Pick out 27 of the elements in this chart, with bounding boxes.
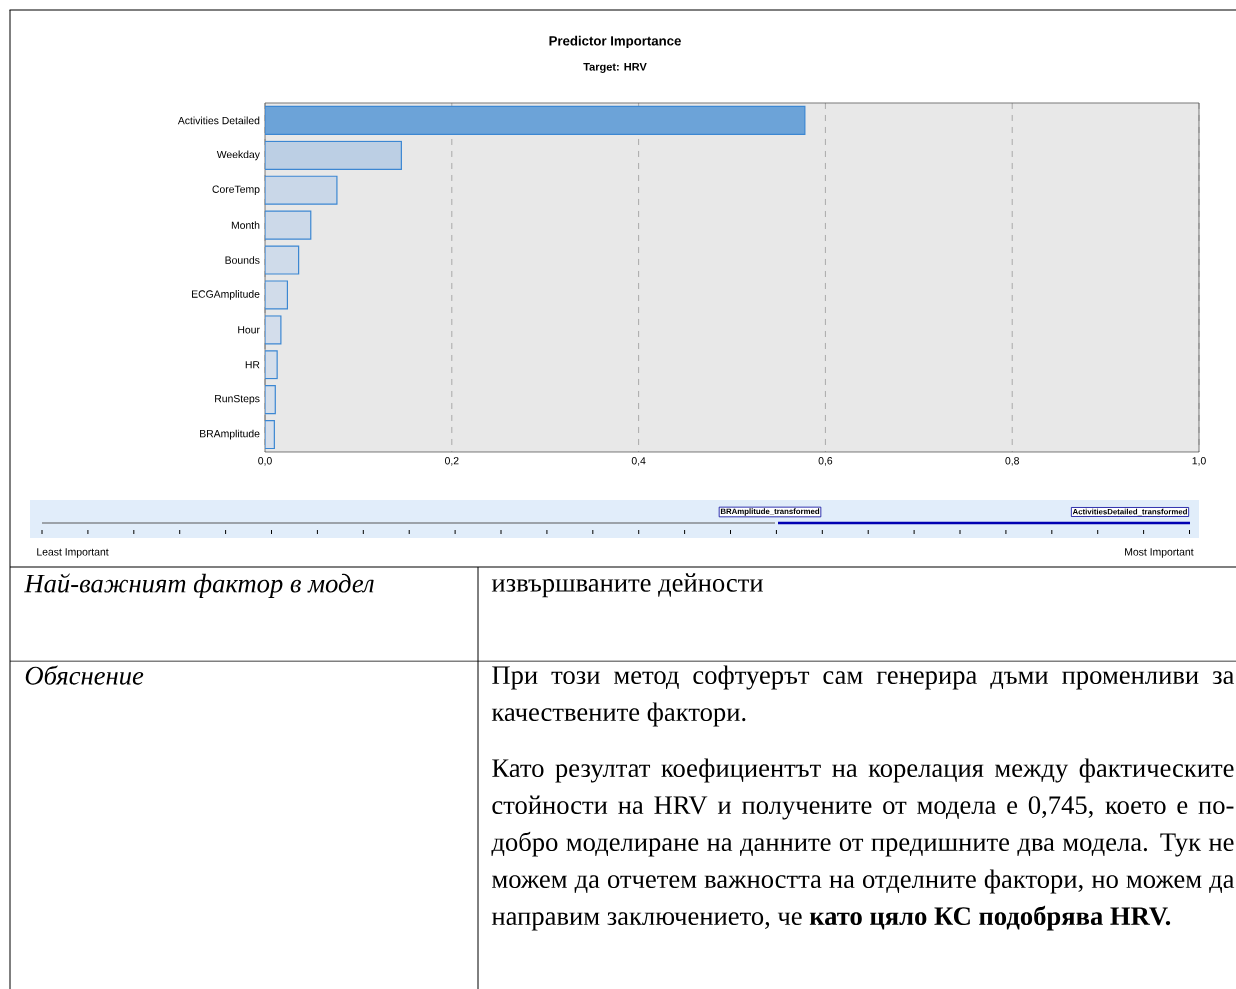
bar [265, 419, 275, 450]
bar [265, 350, 278, 380]
x-tick-label: 0,0 [258, 457, 272, 466]
chart-subtitle: Target: HRV [583, 63, 647, 73]
text: извършваните дейности [491, 573, 763, 598]
chart-title: Predictor Importance [549, 35, 681, 49]
y-tick-label: ECGAmplitude [192, 290, 260, 300]
y-tick-label: CoreTemp [212, 185, 260, 195]
y-tick-label: Month [231, 221, 260, 229]
text: Most Important [1125, 548, 1194, 558]
y-tick-label: Hour [238, 326, 260, 334]
text: Като резултат коефициентът на корелация между фактическите стойности на HRV и получените от модела е 0,745, което е по-добро моделиране на данните от предишните два модела. Тук не можем да отчетем важността на отделните фактори, но можем да направим заключението, че като цяло КС подобрява HRV. [491, 758, 1235, 931]
y-tick-label: RunSteps [215, 394, 260, 405]
text: Обяснение [25, 665, 144, 685]
text: Най-важният фактор в модел [24, 573, 374, 598]
y-tick-label: Activities Detailed [177, 116, 260, 125]
text: Least Important [37, 548, 109, 558]
y-tick-label: Bounds [225, 256, 260, 264]
x-tick-label: 0,6 [818, 457, 833, 466]
x-tick-label: 0,8 [1005, 457, 1019, 466]
y-tick-label: BRAmplitude [200, 429, 260, 440]
x-tick-label: 1,0 [1192, 457, 1206, 466]
y-tick-label: HR [245, 361, 260, 369]
y-tick-label: Weekday [216, 150, 260, 161]
x-tick-label: 0,4 [631, 457, 646, 466]
x-tick-label: 0,2 [444, 457, 459, 466]
text: При този метод софтуерът сам генерира дъми променливи за качествените фактори. [491, 665, 1235, 727]
